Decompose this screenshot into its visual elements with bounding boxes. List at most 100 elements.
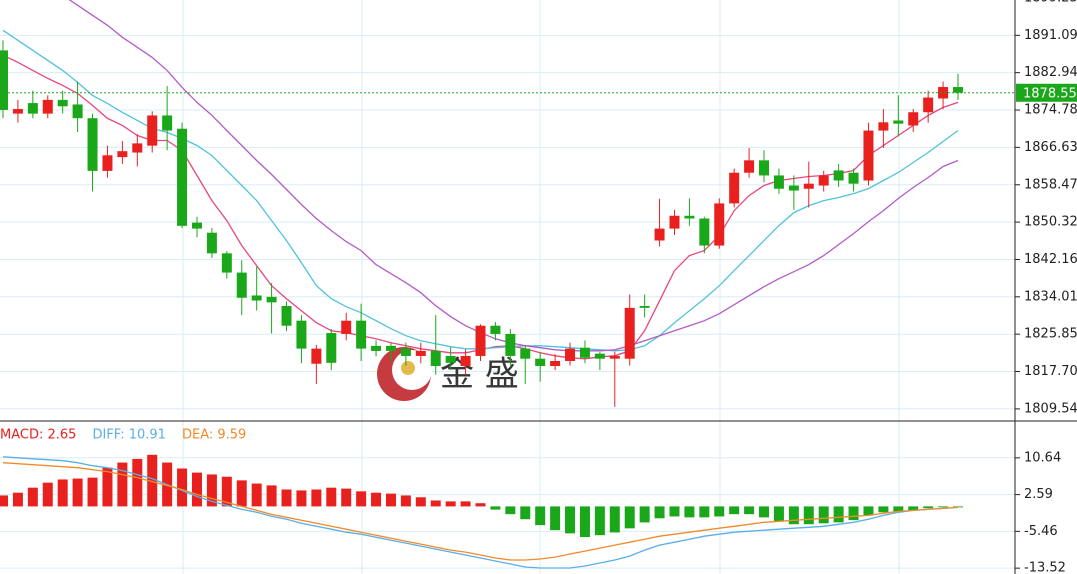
macd-bar: [624, 506, 635, 529]
candle-body: [818, 175, 829, 186]
macd-bar: [773, 506, 784, 522]
candle-body: [684, 215, 695, 219]
candle-body: [639, 306, 650, 308]
candle-body: [117, 151, 128, 158]
candle-body: [132, 143, 143, 153]
macd-bar: [505, 506, 516, 515]
macd-bar: [923, 506, 934, 509]
candle-body: [147, 115, 158, 146]
macd-bar: [833, 506, 844, 523]
macd-bar: [908, 506, 919, 511]
macd-bar: [147, 454, 158, 507]
macd-bar: [953, 506, 963, 508]
candle-body: [445, 355, 456, 363]
candle-body: [251, 295, 262, 301]
candle-body: [400, 348, 411, 356]
macd-bar: [848, 506, 859, 521]
macd-bar: [415, 497, 426, 507]
macd-bar: [296, 490, 307, 507]
watermark: 金 盛: [377, 347, 519, 401]
candle-body: [266, 296, 277, 303]
macd-bar: [654, 506, 665, 519]
candle-body: [773, 175, 784, 189]
macd-bar: [520, 506, 531, 520]
candle-body: [356, 320, 367, 349]
macd-bar: [72, 478, 83, 507]
last-price-label: 1878.55: [1023, 86, 1077, 101]
legend: MACD: 2.65 DIFF: 10.91 DEA: 9.59: [0, 428, 246, 443]
macd-bar: [206, 474, 217, 507]
candle-body: [654, 228, 665, 241]
macd-bar: [191, 472, 202, 507]
candle-body: [102, 155, 113, 171]
candle-body: [42, 99, 53, 114]
candle-body: [788, 185, 799, 191]
macd-bar: [117, 462, 128, 507]
candle-body: [759, 160, 770, 176]
y-tick-label: -5.46: [1024, 524, 1058, 539]
candle-body: [699, 218, 710, 246]
macd-bar: [87, 477, 98, 507]
macd-bar: [102, 467, 113, 507]
macd-line: [2, 456, 959, 569]
macd-bar: [878, 506, 889, 513]
y-tick-label: 1882.94: [1024, 65, 1077, 80]
candle-body: [281, 306, 292, 326]
y-tick-label: 1817.70: [1024, 364, 1077, 379]
candle-body: [535, 358, 546, 367]
candle-body: [594, 353, 605, 359]
candle-body: [385, 345, 396, 351]
axes: 1899.25 1891.09 1882.94 1874.78 1866.63 1858.…: [1015, 0, 1077, 574]
candle-body: [744, 160, 755, 173]
y-tick-label: 1866.63: [1024, 140, 1077, 155]
macd-bar: [714, 506, 725, 517]
logo: [401, 361, 415, 375]
y-tick-label: 1874.78: [1024, 103, 1077, 118]
candle-body: [714, 203, 725, 246]
price-plot: [0, 0, 1015, 407]
candle-body: [162, 115, 173, 131]
y-tick-label: -13.52: [1024, 561, 1066, 574]
candle-body: [520, 348, 531, 359]
y-tick-label: 1825.85: [1024, 327, 1077, 342]
candle-body: [87, 118, 98, 171]
candle-body: [311, 348, 322, 364]
candle-body: [669, 215, 680, 229]
macd-bar: [938, 506, 949, 508]
macd-bar: [729, 506, 740, 515]
candle-body: [550, 360, 561, 367]
candle-body: [326, 333, 337, 363]
y-tick-label: 1850.32: [1024, 215, 1077, 230]
candle-body: [609, 355, 620, 359]
candle-body: [27, 103, 38, 114]
macd-bar: [341, 488, 352, 507]
macd-bar: [609, 506, 620, 533]
macd-bar: [535, 506, 546, 526]
y-tick-label: 2.59: [1024, 487, 1053, 502]
macd-bar: [27, 487, 38, 507]
candle-body: [72, 104, 83, 119]
macd-bar: [400, 495, 411, 507]
candle-body: [415, 350, 426, 356]
macd-bar: [684, 506, 695, 518]
macd-bar: [266, 485, 277, 507]
macd-bar: [0, 495, 8, 507]
macd-bar: [594, 506, 605, 536]
candle-body: [923, 97, 934, 113]
candle-body: [908, 112, 919, 126]
macd-bar: [177, 468, 188, 507]
macd-bar: [550, 506, 561, 531]
last-price-box: [1016, 83, 1077, 102]
macd-bar: [132, 458, 143, 507]
candle-body: [206, 232, 217, 254]
macd-bar: [788, 506, 799, 525]
macd-bar: [251, 483, 262, 507]
y-tick-label: 1809.54: [1024, 401, 1077, 416]
macd-bar: [475, 503, 486, 507]
macd-bar: [281, 489, 292, 507]
legend-entry: DIFF: 10.91: [92, 428, 166, 443]
macd-bar: [460, 501, 471, 507]
candle-body: [565, 348, 576, 361]
y-tick-label: 1842.16: [1024, 252, 1077, 267]
vertical-grid: [182, 0, 900, 574]
